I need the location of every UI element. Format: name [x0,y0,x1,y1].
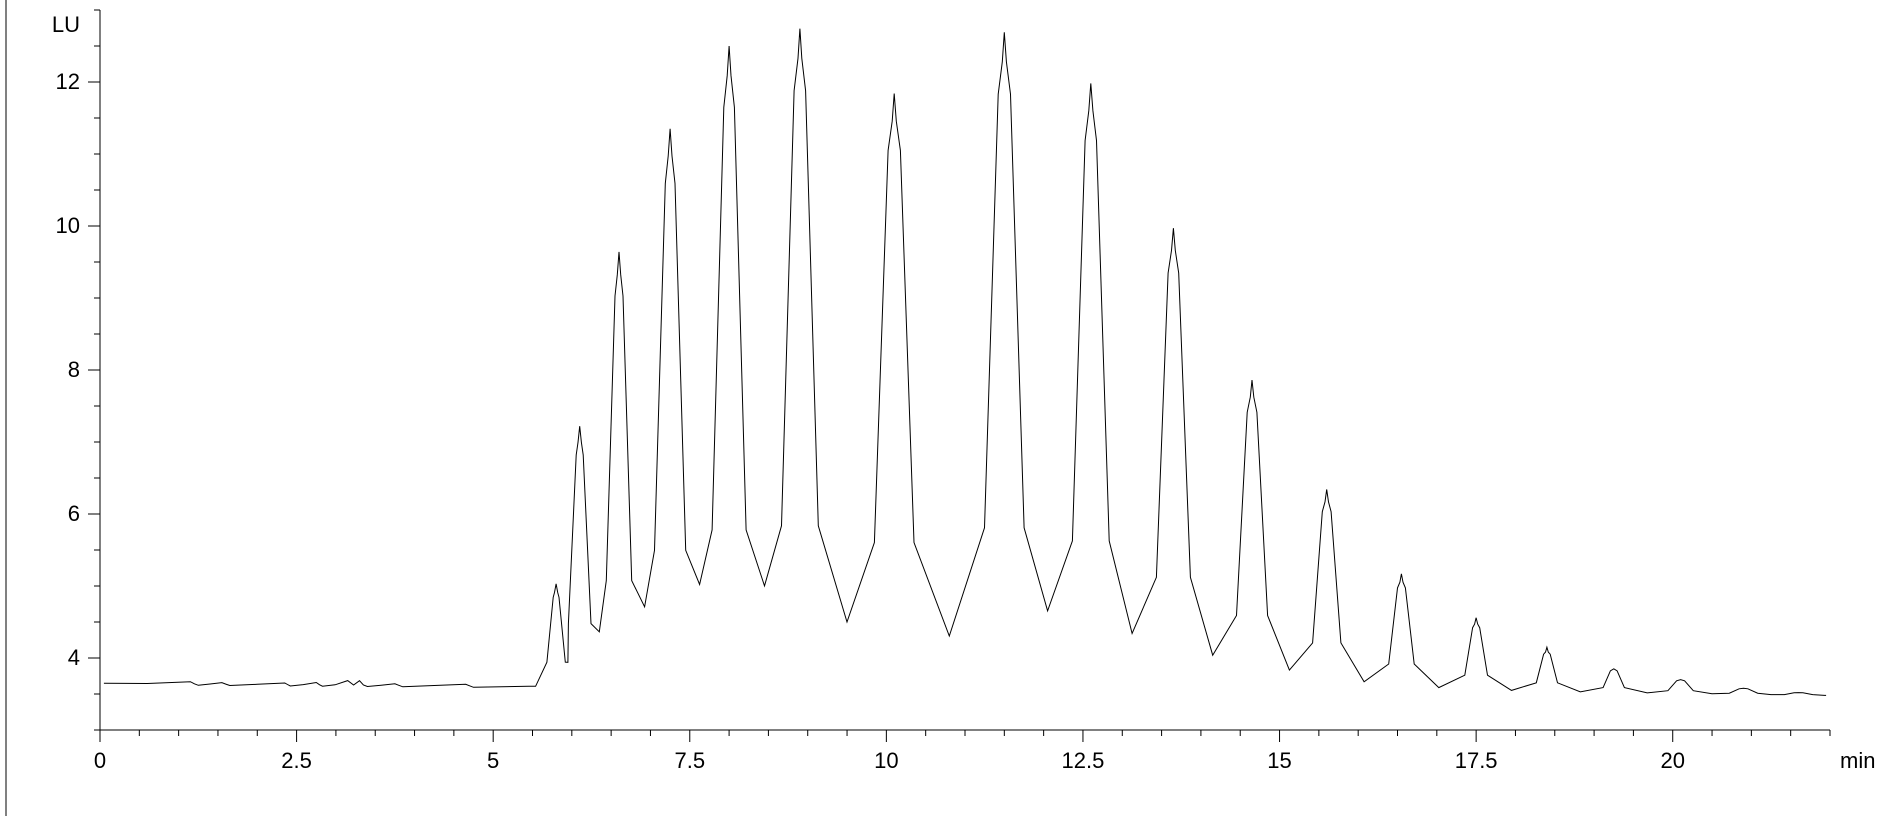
x-tick-label: 7.5 [674,748,705,773]
chart-svg: 0 2.5 5 7.5 10 12.5 15 17.5 20 min 4 6 8 10 12 LU [0,0,1894,816]
y-tick-label: 6 [68,501,80,526]
chromatogram-trace [104,29,1826,696]
x-tick-label: 2.5 [281,748,312,773]
y-tick-label: 12 [56,69,80,94]
x-tick-label: 15 [1267,748,1291,773]
y-tick-label: 4 [68,645,80,670]
x-axis-label: min [1840,748,1875,773]
x-tick-label: 0 [94,748,106,773]
y-tick-label: 8 [68,357,80,382]
y-tick-label: 10 [56,213,80,238]
x-tick-label: 17.5 [1455,748,1498,773]
x-tick-label: 20 [1660,748,1684,773]
y-axis-label: LU [52,12,80,37]
x-tick-label: 10 [874,748,898,773]
x-tick-label: 12.5 [1062,748,1105,773]
chromatogram-chart: 0 2.5 5 7.5 10 12.5 15 17.5 20 min 4 6 8 10 12 LU [0,0,1894,816]
x-tick-label: 5 [487,748,499,773]
